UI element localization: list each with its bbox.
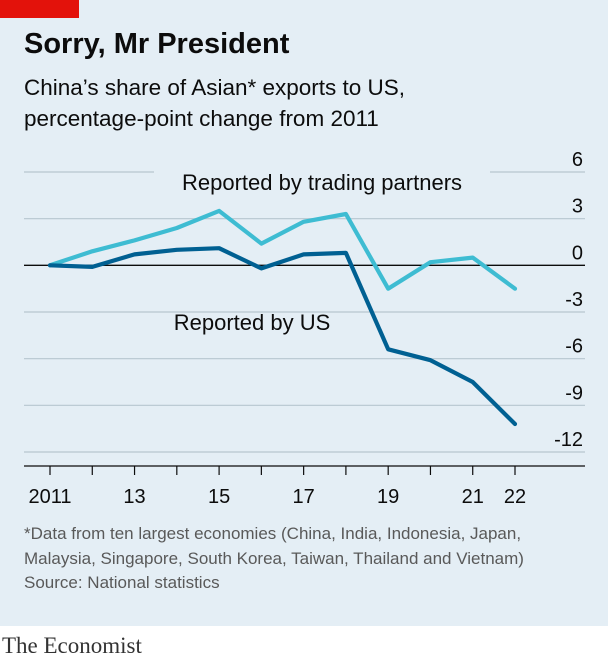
- y-tick-label-3: 3: [572, 196, 583, 218]
- footnote-line-1: *Data from ten largest economies (China,…: [24, 524, 522, 543]
- subtitle-line-2: percentage-point change from 2011: [24, 106, 379, 131]
- x-tick-label-17: 17: [293, 486, 315, 508]
- y-tick-label-12: -12: [554, 429, 583, 451]
- y-tick-label-6: 6: [572, 150, 583, 171]
- x-tick-label-2011: 2011: [28, 486, 71, 508]
- y-tick-label-3: -3: [565, 289, 583, 311]
- footnote-line-2: Malaysia, Singapore, South Korea, Taiwan…: [24, 548, 524, 568]
- x-tick-label-19: 19: [377, 486, 399, 508]
- chart-panel: [0, 0, 608, 626]
- series-line-reported-by-us: [47, 246, 518, 427]
- chart-subtitle: China’s share of Asian* exports to US, p…: [24, 72, 584, 134]
- x-tick-label-13: 13: [123, 486, 145, 508]
- brand-red-tag: [0, 0, 79, 18]
- y-tick-label-6: -6: [565, 336, 583, 358]
- series-label-backdrop: [154, 166, 490, 200]
- series-line-reported-by-trading-partners: [47, 208, 518, 291]
- y-tick-label-0: 0: [572, 242, 583, 264]
- chart-title: Sorry, Mr President: [24, 28, 290, 60]
- x-tick-label-22: 22: [504, 486, 526, 508]
- chart-notes: *Data from ten largest economies (China,…: [24, 522, 594, 596]
- line-chart: 6 3 0 -3 -6 -9 -12 2011 13 15 17 19 21 22 Reported by …: [24, 150, 585, 508]
- series-label-reported-by-us: Reported by US: [174, 310, 331, 335]
- source-note: Source: National statistics: [24, 573, 220, 592]
- x-tick-label-15: 15: [208, 486, 230, 508]
- series-label-reported-by-trading-partners: Reported by trading partners: [182, 170, 462, 195]
- subtitle-line-1: China’s share of Asian* exports to US,: [24, 75, 406, 100]
- y-tick-label-9: -9: [565, 382, 583, 404]
- economist-logo-text: The Economist: [2, 633, 142, 658]
- x-tick-label-21: 21: [462, 486, 484, 508]
